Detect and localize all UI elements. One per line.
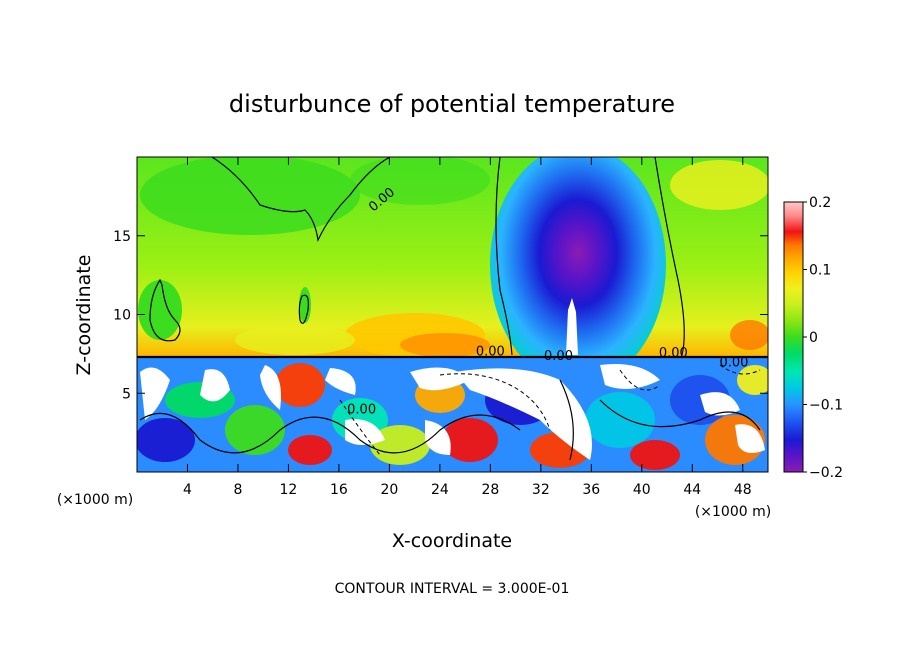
contour-label: 0.00 (719, 355, 748, 370)
y-tick-label: 15 (113, 229, 131, 245)
colorbar: 0.2 0.1 0 −0.1 −0.2 (783, 195, 843, 481)
x-tick-label: 40 (633, 482, 651, 498)
x-tick-label: 20 (380, 482, 398, 498)
x-tick-label: 24 (431, 482, 449, 498)
x-tick-label: 4 (183, 482, 192, 498)
contour-lines (137, 157, 768, 461)
x-tick-label: 16 (330, 482, 348, 498)
x-unit-label-right: (×1000 m) (695, 504, 771, 520)
colorbar-tick-label: 0.1 (809, 263, 831, 279)
colorbar-gradient (783, 201, 804, 473)
x-unit-label-left: (×1000 m) (57, 492, 133, 508)
contour-lines-dashed (339, 364, 761, 456)
y-tick-label: 10 (113, 308, 131, 324)
y-axis: 5 10 15 (113, 229, 768, 402)
contour-label: 0.00 (476, 344, 505, 359)
x-tick-label: 48 (734, 482, 752, 498)
colorbar-ticks: 0.2 0.1 0 −0.1 −0.2 (803, 195, 843, 481)
x-axis: 4 8 12 16 20 24 28 32 36 40 44 48 (183, 157, 752, 498)
y-axis-label: Z-coordinate (73, 255, 95, 376)
x-tick-label: 36 (582, 482, 600, 498)
contour-label: 0.00 (544, 349, 573, 364)
x-tick-label: 8 (233, 482, 242, 498)
x-tick-label: 28 (481, 482, 499, 498)
contour-label: 0.00 (347, 403, 376, 418)
y-tick-label: 5 (122, 386, 131, 402)
x-tick-label: 12 (280, 482, 298, 498)
colorbar-tick-label: −0.1 (809, 398, 843, 414)
x-tick-label: 44 (683, 482, 701, 498)
contour-interval-label: CONTOUR INTERVAL = 3.000E-01 (335, 581, 570, 597)
colorbar-tick-label: −0.2 (809, 465, 843, 481)
colorbar-tick-label: 0 (809, 330, 818, 346)
x-axis-label: X-coordinate (392, 530, 512, 552)
heatmap-field (137, 157, 768, 472)
chart-title: disturbunce of potential temperature (229, 90, 675, 118)
colorbar-tick-label: 0.2 (809, 195, 831, 211)
contour-label: 0.00 (659, 346, 688, 361)
x-tick-label: 32 (532, 482, 550, 498)
